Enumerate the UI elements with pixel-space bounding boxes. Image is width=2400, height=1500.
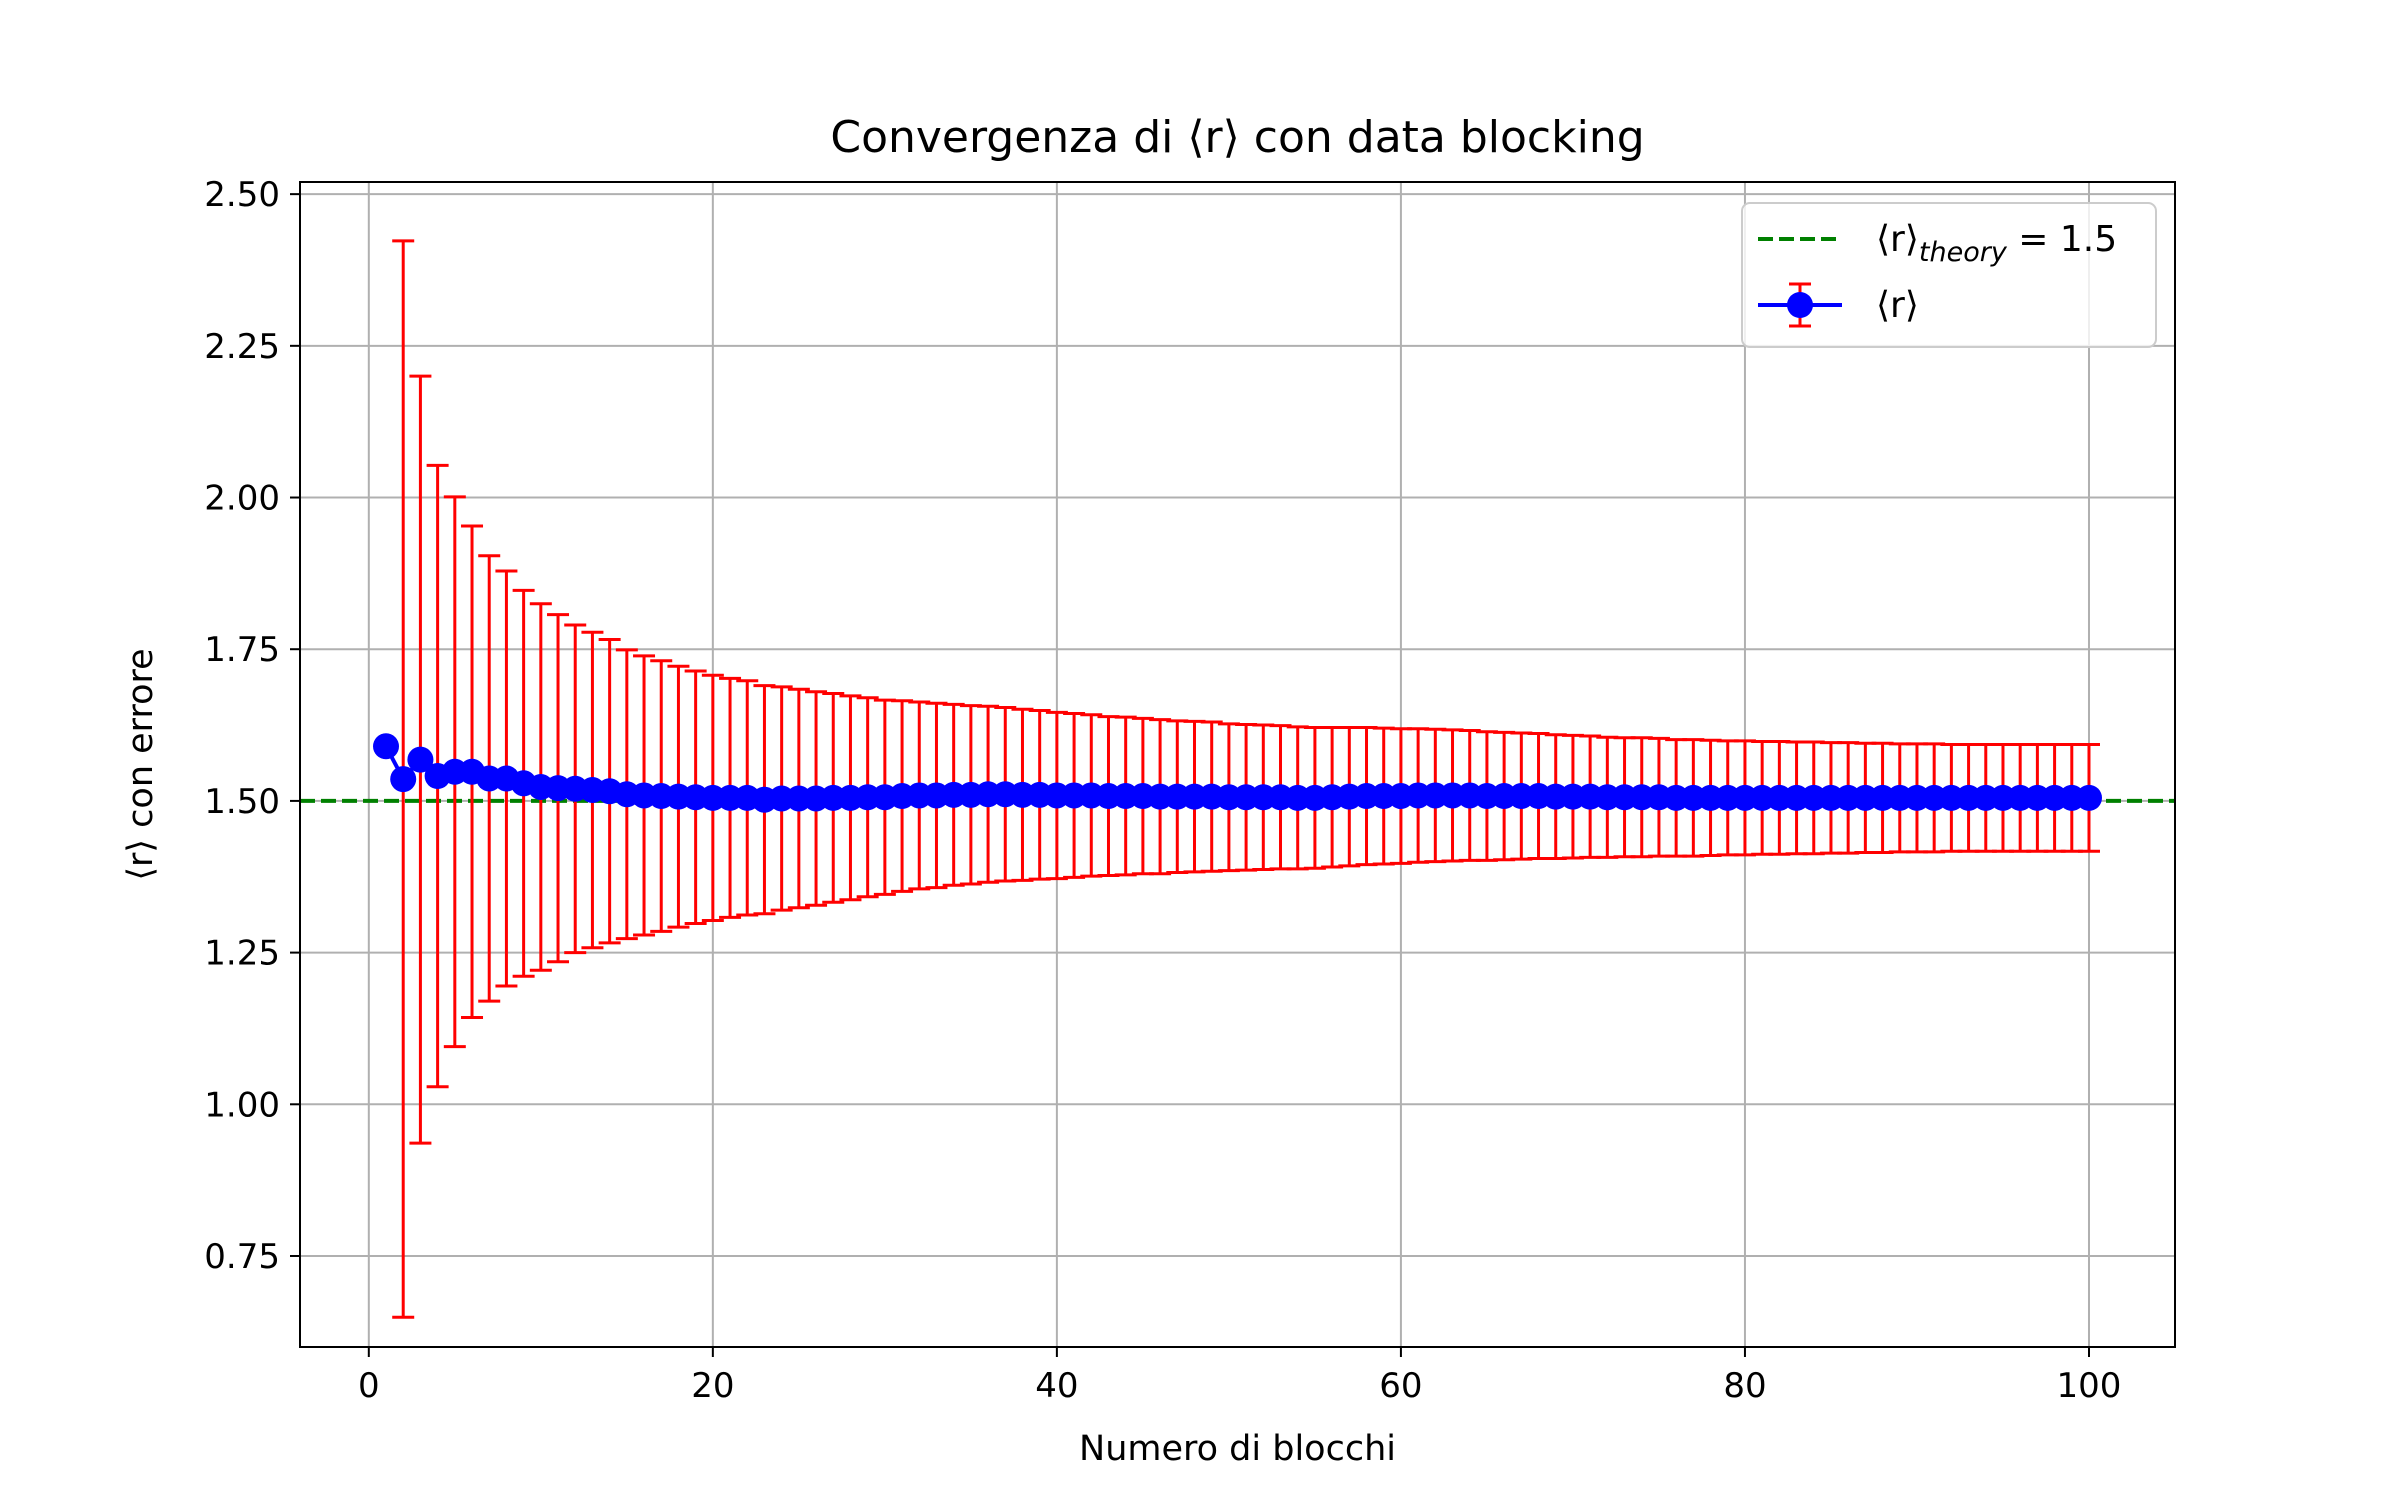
x-tick-label-5: 100 — [2057, 1366, 2122, 1406]
y-tick-label-6: 2.25 — [204, 327, 280, 367]
x-tick-label-2: 40 — [1035, 1366, 1078, 1406]
y-tick-label-5: 2.00 — [204, 479, 280, 519]
data-point-2 — [390, 766, 417, 793]
data-point-1 — [373, 733, 400, 760]
legend-series-swatch — [1758, 282, 1842, 328]
legend-reference-rest: = 1.5 — [2007, 219, 2117, 260]
y-axis-ticks: 0.75 1.00 1.25 1.50 1.75 2.00 2.25 2.50 — [204, 175, 300, 1277]
y-axis-label: ⟨r⟩ con errore — [121, 648, 161, 880]
data-point-3 — [407, 746, 434, 773]
legend-reference-sub: theory — [1919, 237, 2008, 268]
legend-reference-label: ⟨r⟩theory = 1.5 — [1876, 219, 2117, 268]
axes-frame — [299, 181, 2176, 1348]
legend-series-label: ⟨r⟩ — [1876, 285, 1919, 326]
x-tick-label-0: 0 — [358, 1366, 380, 1406]
y-tick-label-2: 1.25 — [204, 934, 280, 974]
legend-swatch-marker — [1787, 292, 1813, 318]
legend-reference-main: ⟨r⟩ — [1876, 219, 1919, 260]
y-tick-label-4: 1.75 — [204, 630, 280, 670]
data-point-100 — [2075, 784, 2102, 811]
x-tick-label-1: 20 — [691, 1366, 734, 1406]
x-axis-ticks: 0 20 40 60 80 100 — [358, 1347, 2121, 1406]
legend: ⟨r⟩theory = 1.5 ⟨r⟩ — [1741, 202, 2157, 348]
y-tick-label-1: 1.00 — [204, 1085, 280, 1125]
series-markers — [373, 733, 2102, 813]
legend-box — [1741, 202, 2157, 348]
y-tick-label-3: 1.50 — [204, 782, 280, 822]
x-axis-label: Numero di blocchi — [1079, 1429, 1396, 1469]
chart-title: Convergenza di ⟨r⟩ con data blocking — [830, 112, 1644, 163]
x-tick-label-3: 60 — [1379, 1366, 1422, 1406]
x-tick-label-4: 80 — [1723, 1366, 1766, 1406]
y-tick-label-7: 2.50 — [204, 175, 280, 215]
y-tick-label-0: 0.75 — [204, 1237, 280, 1277]
